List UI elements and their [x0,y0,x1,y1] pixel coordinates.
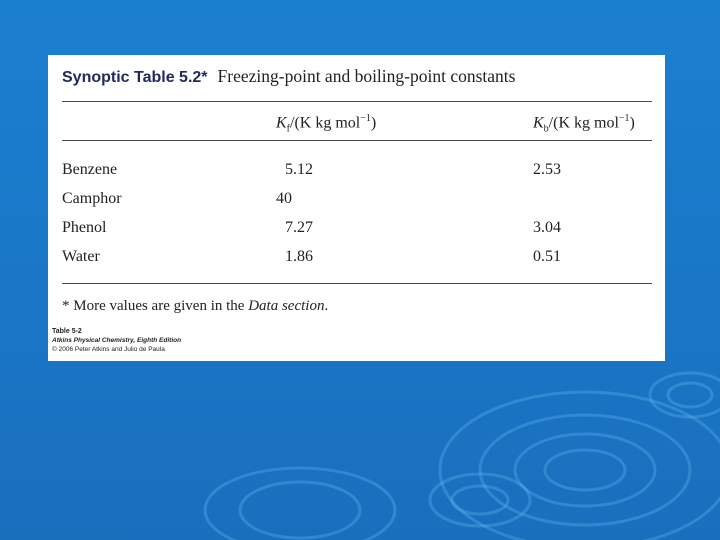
top-rule [62,101,652,102]
kf-value: 40 [276,190,292,207]
kf-close: ) [370,114,377,132]
footnote-end: . [324,298,329,314]
table-title: Synoptic Table 5.2* Freezing-point and b… [62,66,515,87]
kf-value: 1.86 [285,248,313,265]
bottom-rule [62,283,652,284]
kb-subscript: b [543,123,549,135]
substance-name: Benzene [62,161,118,178]
substance-name: Phenol [62,219,107,236]
kf-unit: /(K kg mol [290,114,361,132]
table-caption: Freezing-point and boiling-point constan… [217,66,516,86]
kf-symbol: K [276,114,287,132]
table-row: Benzene 5.12 2.53 [48,161,665,185]
credit-table-number: Table 5-2 [52,328,82,335]
column-header-kf: Kf/(K kg mol−1) [276,113,376,135]
substance-name: Camphor [62,190,122,207]
table-card: Synoptic Table 5.2* Freezing-point and b… [48,55,665,361]
kb-value: 3.04 [533,219,561,236]
kb-unit: /(K kg mol [548,114,619,132]
kb-exponent: −1 [618,113,630,124]
credit-copyright: © 2006 Peter Atkins and Julio de Paula [52,346,165,353]
substance-name: Water [62,248,100,265]
kb-symbol: K [533,114,544,132]
column-header-kb: Kb/(K kg mol−1) [533,113,635,135]
source-credits: Table 5-2 Atkins Physical Chemistry, Eig… [52,327,181,354]
kf-subscript: f [286,123,291,135]
kb-close: ) [629,114,635,132]
table-footnote: * More values are given in the Data sect… [62,298,328,315]
table-row: Camphor 40 [48,190,665,214]
table-row: Phenol 7.27 3.04 [48,219,665,243]
footnote-emphasis: Data section [248,298,325,314]
kf-exponent: −1 [360,113,371,124]
table-label: Synoptic Table 5.2* [62,69,208,86]
kb-value: 2.53 [533,161,561,178]
header-rule [62,140,652,141]
kb-value: 0.51 [533,248,561,265]
footnote-text: * More values are given in the [62,298,249,314]
kf-value: 7.27 [285,219,313,236]
credit-book-title: Atkins Physical Chemistry, Eighth Editio… [52,337,182,344]
kf-value: 5.12 [285,161,313,178]
table-row: Water 1.86 0.51 [48,248,665,272]
